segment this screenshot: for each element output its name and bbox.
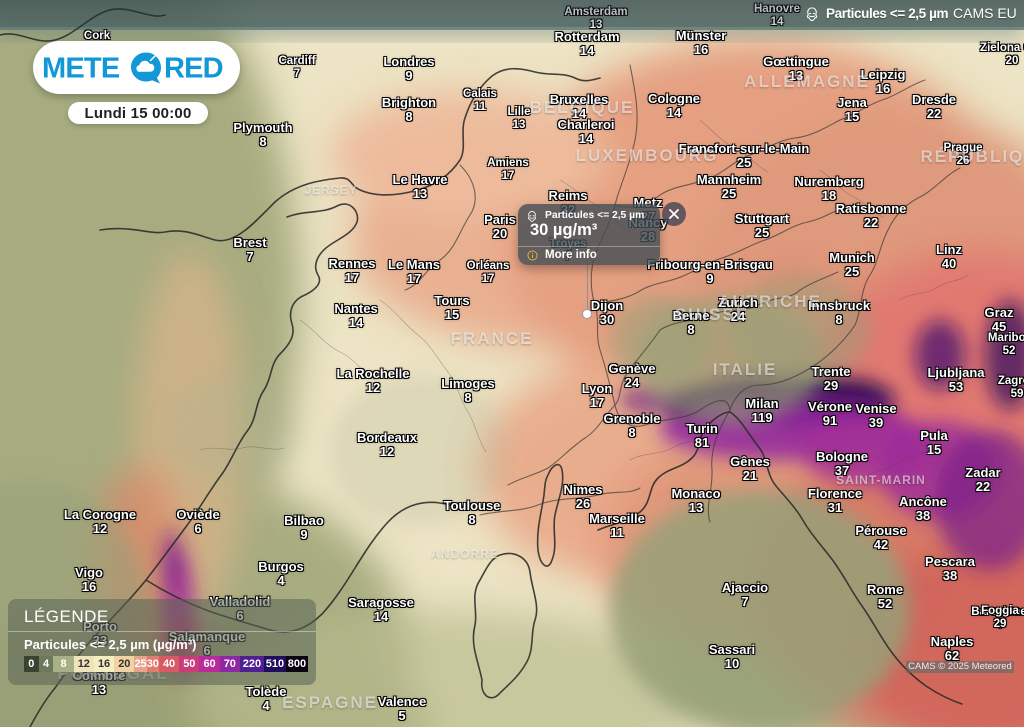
svg-text:METE: METE (42, 52, 120, 84)
svg-text:RED: RED (164, 52, 223, 84)
